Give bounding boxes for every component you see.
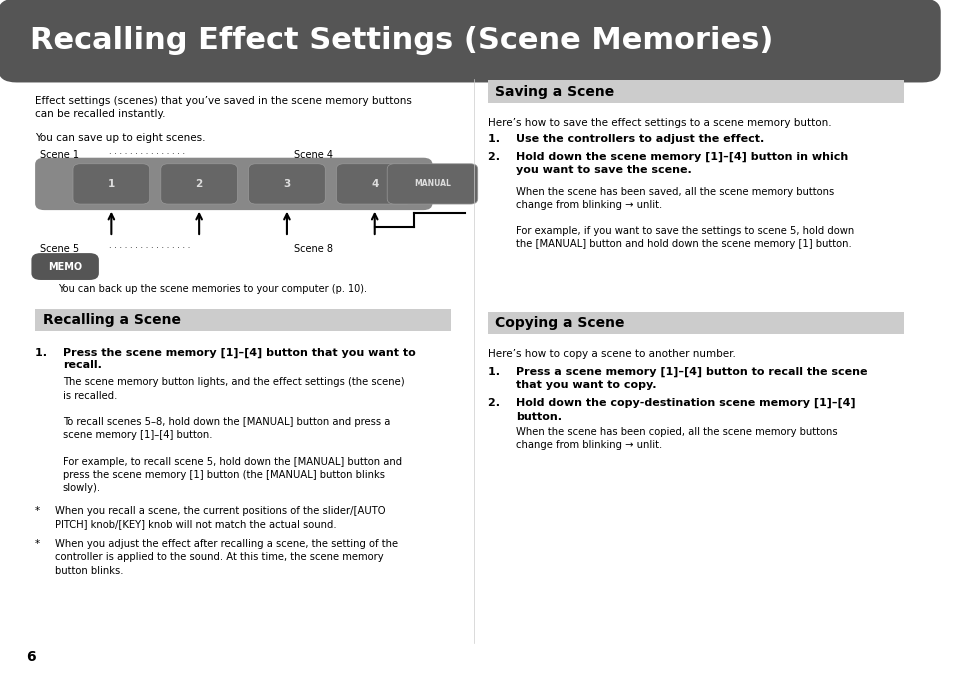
Text: 4: 4 (371, 179, 378, 189)
FancyBboxPatch shape (31, 253, 99, 280)
Text: 3: 3 (283, 179, 291, 189)
Text: *: * (35, 540, 40, 549)
Text: 2.: 2. (487, 152, 507, 162)
Text: *: * (35, 506, 40, 516)
Text: Press a scene memory [1]–[4] button to recall the scene
that you want to copy.: Press a scene memory [1]–[4] button to r… (516, 367, 866, 390)
FancyBboxPatch shape (161, 164, 237, 204)
Text: 6: 6 (26, 649, 35, 663)
FancyBboxPatch shape (35, 309, 451, 331)
FancyBboxPatch shape (35, 158, 432, 210)
FancyBboxPatch shape (487, 81, 902, 103)
Text: 2: 2 (195, 179, 203, 189)
Text: · · · · · · · · · · · · · · ·: · · · · · · · · · · · · · · · (109, 150, 185, 158)
Text: 1.: 1. (35, 348, 55, 358)
Text: 1.: 1. (487, 134, 507, 144)
FancyBboxPatch shape (336, 164, 413, 204)
Text: When the scene has been saved, all the scene memory buttons
change from blinking: When the scene has been saved, all the s… (516, 187, 853, 249)
Text: The scene memory button lights, and the effect settings (the scene)
is recalled.: The scene memory button lights, and the … (63, 377, 404, 493)
Text: When the scene has been copied, all the scene memory buttons
change from blinkin: When the scene has been copied, all the … (516, 427, 837, 450)
Text: Saving a Scene: Saving a Scene (495, 85, 614, 99)
FancyBboxPatch shape (387, 164, 477, 204)
Text: 1.: 1. (487, 367, 507, 376)
Text: Scene 4: Scene 4 (294, 150, 333, 160)
Text: You can back up the scene memories to your computer (p. 10).: You can back up the scene memories to yo… (58, 284, 367, 294)
FancyBboxPatch shape (249, 164, 325, 204)
Text: When you adjust the effect after recalling a scene, the setting of the
controlle: When you adjust the effect after recalli… (55, 540, 398, 575)
Text: Press the scene memory [1]–[4] button that you want to
recall.: Press the scene memory [1]–[4] button th… (63, 348, 416, 370)
Text: Hold down the scene memory [1]–[4] button in which
you want to save the scene.: Hold down the scene memory [1]–[4] butto… (516, 152, 847, 175)
Text: Effect settings (scenes) that you’ve saved in the scene memory buttons
can be re: Effect settings (scenes) that you’ve sav… (35, 96, 412, 119)
Text: When you recall a scene, the current positions of the slider/[AUTO
PITCH] knob/[: When you recall a scene, the current pos… (55, 506, 386, 529)
Text: Scene 5: Scene 5 (40, 244, 79, 254)
Text: Scene 8: Scene 8 (294, 244, 333, 254)
FancyBboxPatch shape (73, 164, 150, 204)
Text: MANUAL: MANUAL (414, 179, 451, 188)
FancyBboxPatch shape (487, 312, 902, 334)
Text: · · · · · · · · · · · · · · · ·: · · · · · · · · · · · · · · · · (109, 244, 191, 253)
Text: Recalling Effect Settings (Scene Memories): Recalling Effect Settings (Scene Memorie… (30, 26, 773, 55)
Text: MEMO: MEMO (48, 261, 82, 271)
Text: 1: 1 (108, 179, 115, 189)
Text: Use the controllers to adjust the effect.: Use the controllers to adjust the effect… (516, 134, 763, 144)
Text: Here’s how to save the effect settings to a scene memory button.: Here’s how to save the effect settings t… (487, 118, 831, 128)
Text: Here’s how to copy a scene to another number.: Here’s how to copy a scene to another nu… (487, 349, 735, 359)
FancyBboxPatch shape (0, 0, 940, 83)
Text: 2.: 2. (487, 398, 507, 408)
Text: Hold down the copy-destination scene memory [1]–[4]
button.: Hold down the copy-destination scene mem… (516, 398, 855, 422)
Text: Recalling a Scene: Recalling a Scene (43, 313, 180, 327)
Text: You can save up to eight scenes.: You can save up to eight scenes. (35, 133, 206, 143)
Text: Copying a Scene: Copying a Scene (495, 316, 624, 330)
Text: Scene 1: Scene 1 (40, 150, 79, 160)
